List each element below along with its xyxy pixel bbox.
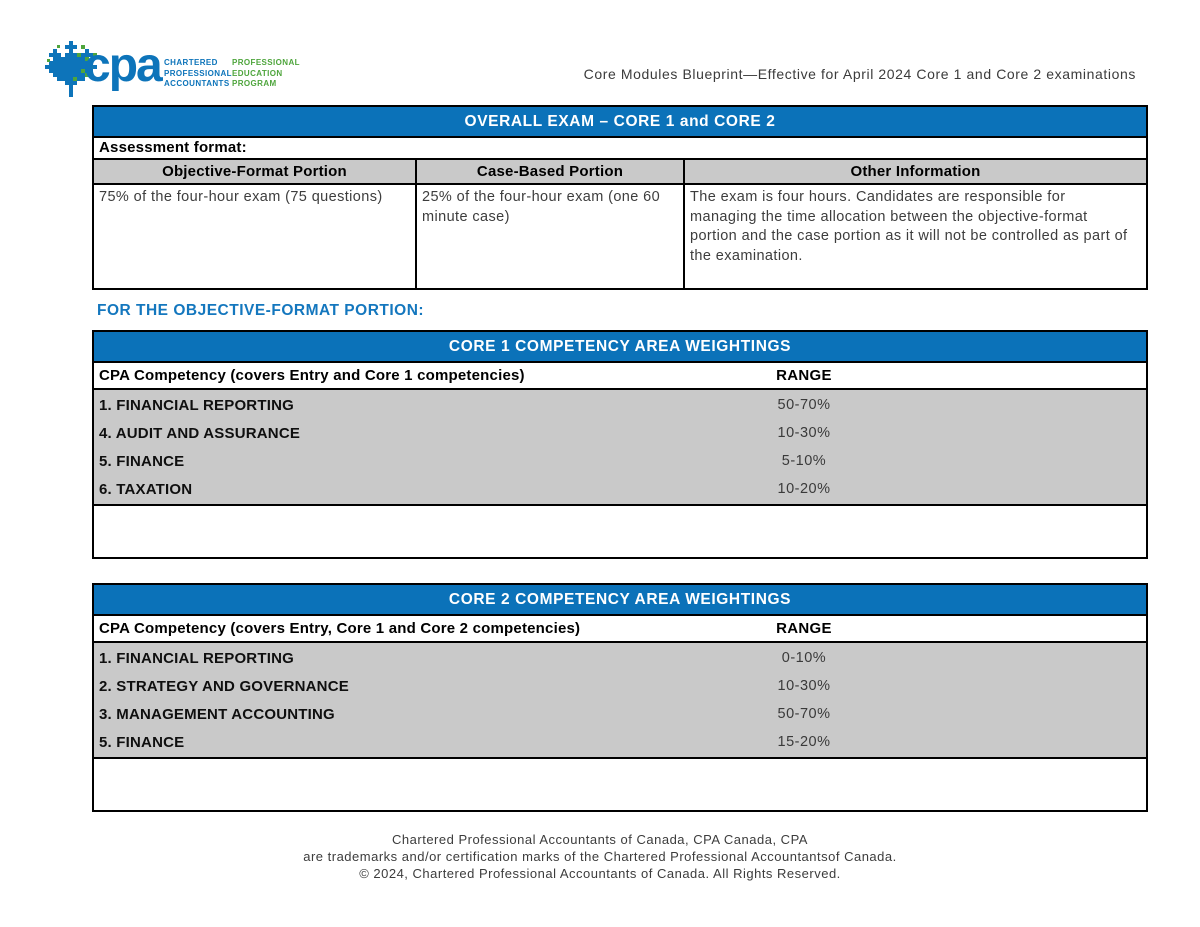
competency-name: 2. STRATEGY AND GOVERNANCE xyxy=(99,677,349,695)
table-row: 2. STRATEGY AND GOVERNANCE 10-30% xyxy=(94,672,1146,700)
cpa-leaf-icon xyxy=(45,41,97,104)
core1-weightings-table: CORE 1 COMPETENCY AREA WEIGHTINGS CPA Co… xyxy=(92,330,1148,559)
range-value: 0-10% xyxy=(781,650,827,666)
competency-name: 5. FINANCE xyxy=(99,452,185,470)
tagline-line: CHARTERED xyxy=(164,58,218,67)
trademark-footer: Chartered Professional Accountants of Ca… xyxy=(0,831,1200,882)
range-value: 5-10% xyxy=(781,453,827,469)
tagline-line: PROFESSIONAL xyxy=(232,58,300,67)
range-value: 10-30% xyxy=(777,678,831,694)
table-row: 1. FINANCIAL REPORTING 0-10% xyxy=(94,644,1146,672)
column-header-other-information: Other Information xyxy=(850,163,981,180)
core1-competency-header: CPA Competency (covers Entry and Core 1 … xyxy=(99,367,525,384)
tagline-line: EDUCATION xyxy=(232,68,283,78)
footer-line: Chartered Professional Accountants of Ca… xyxy=(392,832,808,847)
overall-table-title: OVERALL EXAM – CORE 1 and CORE 2 xyxy=(94,107,1146,138)
tagline-line: PROGRAM xyxy=(232,79,277,88)
overall-table-column-headers: Objective-Format Portion Case-Based Port… xyxy=(94,160,1146,185)
logo-tagline-right: PROFESSIONAL EDUCATION PROGRAM xyxy=(232,58,300,90)
core1-table-rows: 1. FINANCIAL REPORTING 50-70% 4. AUDIT A… xyxy=(94,390,1146,506)
table-row: 3. MANAGEMENT ACCOUNTING 50-70% xyxy=(94,700,1146,728)
core1-range-header: RANGE xyxy=(776,367,832,384)
table-row: 4. AUDIT AND ASSURANCE 10-30% xyxy=(94,419,1146,447)
column-header-case-based: Case-Based Portion xyxy=(417,160,685,183)
section-heading: FOR THE OBJECTIVE-FORMAT PORTION: xyxy=(97,302,425,319)
empty-row xyxy=(94,759,1146,810)
competency-name: 1. FINANCIAL REPORTING xyxy=(99,396,294,414)
range-value: 10-20% xyxy=(777,481,831,497)
range-value: 50-70% xyxy=(777,397,831,413)
table-row: 6. TAXATION 10-20% xyxy=(94,475,1146,503)
competency-name: 3. MANAGEMENT ACCOUNTING xyxy=(99,705,335,723)
competency-name: 6. TAXATION xyxy=(99,480,193,498)
cpa-wordmark: cpa xyxy=(84,39,163,92)
range-value: 10-30% xyxy=(777,425,831,441)
footer-line: are trademarks and/or certification mark… xyxy=(303,849,897,864)
competency-name: 5. FINANCE xyxy=(99,733,185,751)
table-row: 5. FINANCE 5-10% xyxy=(94,447,1146,475)
core1-table-title: CORE 1 COMPETENCY AREA WEIGHTINGS xyxy=(94,332,1146,363)
core2-weightings-table: CORE 2 COMPETENCY AREA WEIGHTINGS CPA Co… xyxy=(92,583,1148,812)
core2-table-rows: 1. FINANCIAL REPORTING 0-10% 2. STRATEGY… xyxy=(94,643,1146,759)
range-value: 15-20% xyxy=(777,734,831,750)
logo-tagline-left: CHARTERED PROFESSIONAL ACCOUNTANTS xyxy=(164,58,232,90)
cell-other-information: The exam is four hours. Candidates are r… xyxy=(690,189,1128,264)
cell-case-based: 25% of the four-hour exam (one 60 minute… xyxy=(417,185,685,288)
table-row: 5. FINANCE 15-20% xyxy=(94,728,1146,756)
range-value: 50-70% xyxy=(777,706,831,722)
core2-table-title: CORE 2 COMPETENCY AREA WEIGHTINGS xyxy=(94,585,1146,616)
empty-row xyxy=(94,506,1146,557)
competency-name: 4. AUDIT AND ASSURANCE xyxy=(99,424,301,442)
core2-competency-header: CPA Competency (covers Entry, Core 1 and… xyxy=(99,620,581,637)
overall-exam-table: OVERALL EXAM – CORE 1 and CORE 2 Assessm… xyxy=(92,105,1148,290)
overall-table-body-row: 75% of the four-hour exam (75 questions)… xyxy=(94,185,1146,288)
column-header-objective-format: Objective-Format Portion xyxy=(94,160,417,183)
competency-name: 1. FINANCIAL REPORTING xyxy=(99,649,294,667)
table-row: 1. FINANCIAL REPORTING 50-70% xyxy=(94,391,1146,419)
cell-objective-format: 75% of the four-hour exam (75 questions) xyxy=(94,185,417,288)
footer-line: © 2024, Chartered Professional Accountan… xyxy=(359,866,841,881)
document-title: Core Modules Blueprint—Effective for Apr… xyxy=(583,66,1136,82)
assessment-format-label: Assessment format: xyxy=(94,138,1146,160)
core1-table-header-row: CPA Competency (covers Entry and Core 1 … xyxy=(94,363,1146,390)
core2-table-header-row: CPA Competency (covers Entry, Core 1 and… xyxy=(94,616,1146,643)
tagline-line: PROFESSIONAL xyxy=(164,68,232,78)
core2-range-header: RANGE xyxy=(776,620,832,637)
tagline-line: ACCOUNTANTS xyxy=(164,79,230,88)
